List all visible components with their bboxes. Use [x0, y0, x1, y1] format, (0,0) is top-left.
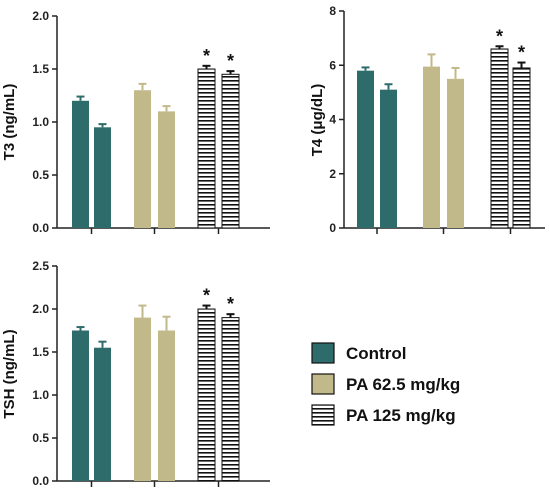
- y-axis-title: TSH (ng/mL): [1, 329, 18, 418]
- legend-item: PA 125 mg/kg: [311, 404, 456, 426]
- y-axis-title: T3 (ng/mL): [1, 84, 18, 161]
- bar: [72, 330, 89, 481]
- legend-item: PA 62.5 mg/kg: [311, 373, 460, 395]
- y-tick-label: 8: [329, 4, 336, 18]
- y-tick-label: 2.5: [32, 259, 49, 273]
- legend-label: PA 62.5 mg/kg: [346, 375, 460, 394]
- y-tick-label: 0.5: [32, 431, 49, 445]
- bar: [94, 347, 111, 481]
- significance-marker: *: [227, 294, 234, 314]
- bar: [158, 330, 175, 481]
- y-tick-label: 6: [329, 58, 336, 72]
- y-axis-title: T4 (μg/dL): [309, 84, 326, 157]
- legend-swatch: [311, 342, 335, 364]
- bar: [380, 89, 397, 228]
- y-tick-label: 1.5: [32, 345, 49, 359]
- bar: [490, 48, 509, 229]
- chart-panel-2: 0 2 4 6 8 T4 (μg/dL) * *: [309, 4, 545, 235]
- y-tick-label: 2.0: [32, 9, 49, 23]
- y-tick-label: 4: [329, 113, 336, 127]
- bar: [221, 73, 240, 229]
- bar: [94, 127, 111, 228]
- bar: [221, 317, 240, 482]
- y-tick-label: 0.5: [32, 168, 49, 182]
- legend-label: Control: [346, 344, 406, 363]
- chart-panel-3: 0.0 0.5 1.0 1.5 2.0 2.5 TSH (ng/mL) * *: [1, 259, 270, 488]
- significance-marker: *: [203, 46, 210, 66]
- bar: [197, 308, 216, 482]
- y-tick-label: 2: [329, 167, 336, 181]
- significance-marker: *: [227, 51, 234, 71]
- legend-item: Control: [311, 342, 406, 364]
- y-tick-label: 1.0: [32, 115, 49, 129]
- bar: [447, 78, 464, 228]
- panels-group: 0.0 0.5 1.0 1.5 2.0 T3 (ng/mL) * * 0 2 4 6 8 T4 (μg/d…: [1, 4, 545, 488]
- bar: [357, 70, 374, 228]
- bar: [197, 68, 216, 229]
- bar: [72, 100, 89, 228]
- y-tick-label: 1.5: [32, 62, 49, 76]
- y-tick-label: 1.0: [32, 388, 49, 402]
- legend: Control PA 62.5 mg/kg PA 125 mg/kg: [311, 342, 460, 426]
- y-tick-label: 0: [329, 221, 336, 235]
- y-tick-label: 0.0: [32, 474, 49, 488]
- y-tick-label: 0.0: [32, 221, 49, 235]
- bar: [512, 67, 531, 229]
- significance-marker: *: [203, 286, 210, 306]
- bar: [158, 111, 175, 228]
- bar: [423, 66, 440, 228]
- chart-panel-1: 0.0 0.5 1.0 1.5 2.0 T3 (ng/mL) * *: [1, 9, 270, 235]
- significance-marker: *: [496, 26, 503, 46]
- bar: [134, 90, 151, 228]
- legend-label: PA 125 mg/kg: [346, 406, 456, 425]
- legend-swatch: [311, 404, 335, 426]
- bar: [134, 317, 151, 481]
- legend-swatch: [311, 373, 335, 395]
- significance-marker: *: [518, 43, 525, 63]
- y-tick-label: 2.0: [32, 302, 49, 316]
